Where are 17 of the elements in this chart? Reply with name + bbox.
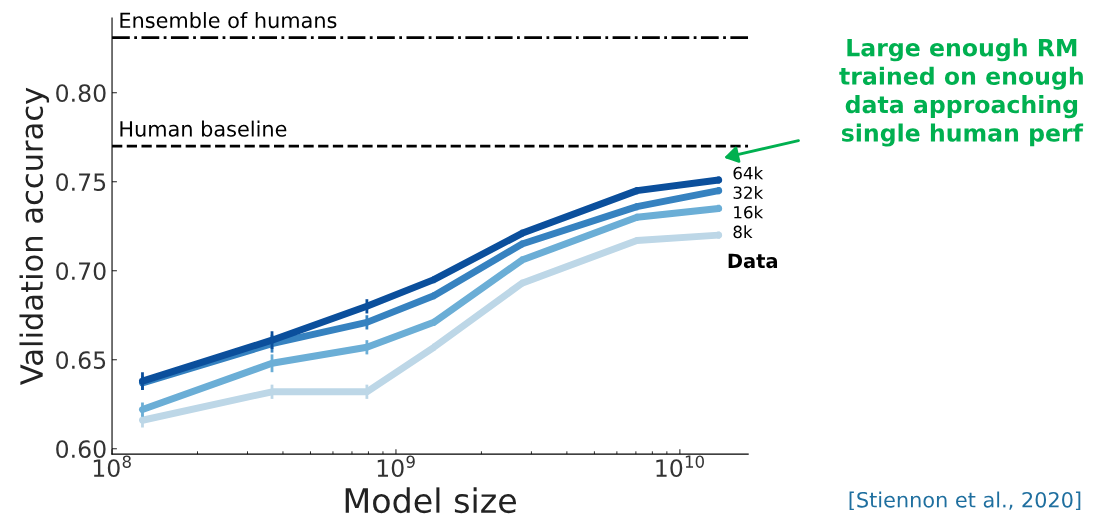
series-label: 64k [733, 166, 764, 180]
series-label: 8k [733, 225, 753, 239]
ref-line-label: Human baseline [120, 120, 287, 137]
y-tick-label: 0.65 [56, 351, 106, 370]
legend-title: Data [728, 253, 778, 269]
series-label: 32k [733, 186, 764, 200]
y-tick-label: 0.80 [56, 84, 106, 103]
x-tick-label: 10$^{10}$ [656, 455, 704, 478]
y-axis-title: Validation accuracy [19, 87, 50, 386]
text: [Stiennon et al., 2020] [849, 491, 1081, 511]
x-tick-label: 10$^{9}$ [377, 455, 415, 478]
y-tick-label: 0.75 [56, 173, 106, 192]
text: Large enough RM trained on enough data approaching single human perf [839, 38, 1084, 147]
x-axis-title: Model size [345, 487, 516, 514]
ref-line-label: Ensemble of humans [120, 12, 337, 29]
y-tick-label: 0.70 [56, 262, 106, 281]
series-label: 16k [734, 205, 764, 219]
